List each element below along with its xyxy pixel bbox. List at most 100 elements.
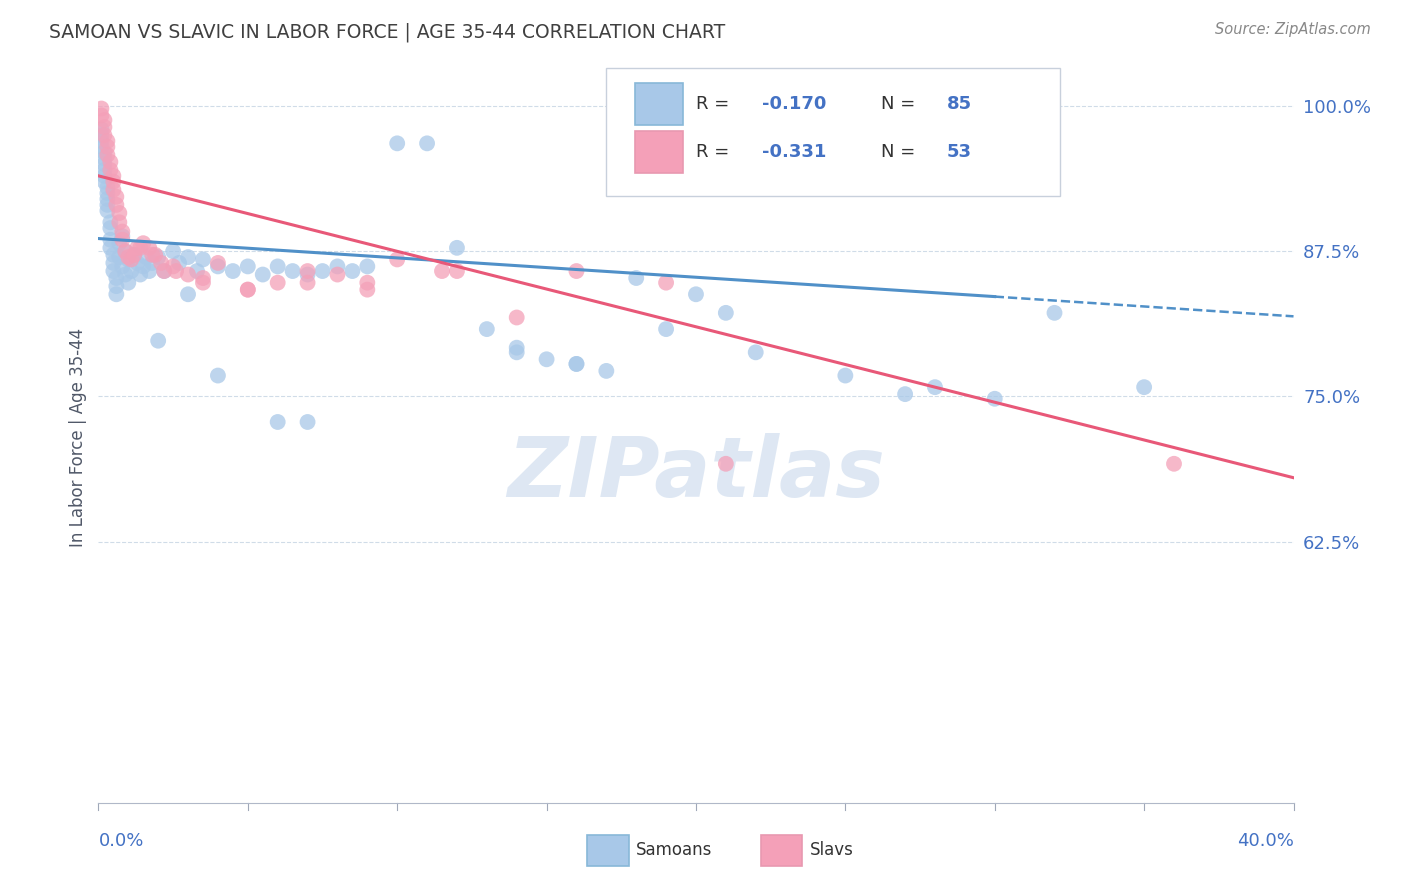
Text: -0.331: -0.331	[762, 143, 827, 161]
Point	[111, 225, 134, 239]
Point	[475, 322, 498, 336]
Point	[626, 271, 648, 285]
Point	[1163, 457, 1185, 471]
Point	[96, 134, 118, 148]
Point	[297, 264, 319, 278]
Point	[267, 276, 290, 290]
Point	[96, 192, 118, 206]
Point	[96, 148, 118, 162]
Point	[446, 264, 468, 278]
Text: N =: N =	[882, 143, 921, 161]
Point	[138, 241, 160, 255]
Point	[93, 152, 115, 166]
Point	[111, 229, 134, 244]
Point	[90, 122, 112, 136]
Point	[162, 260, 184, 274]
Point	[430, 264, 453, 278]
Point	[685, 287, 707, 301]
Point	[506, 341, 529, 355]
Point	[103, 248, 125, 262]
Point	[129, 268, 152, 282]
Point	[297, 276, 319, 290]
Point	[416, 136, 439, 151]
Point	[162, 244, 184, 259]
Point	[103, 264, 125, 278]
Point	[281, 264, 304, 278]
Point	[93, 157, 115, 171]
Point	[446, 241, 468, 255]
Text: SAMOAN VS SLAVIC IN LABOR FORCE | AGE 35-44 CORRELATION CHART: SAMOAN VS SLAVIC IN LABOR FORCE | AGE 35…	[49, 22, 725, 42]
Point	[191, 252, 214, 267]
Point	[984, 392, 1007, 406]
FancyBboxPatch shape	[636, 84, 683, 125]
Point	[356, 283, 378, 297]
Point	[117, 250, 139, 264]
Point	[506, 310, 529, 325]
Point	[506, 345, 529, 359]
Point	[655, 276, 678, 290]
FancyBboxPatch shape	[636, 131, 683, 173]
Text: -0.170: -0.170	[762, 95, 827, 113]
Text: R =: R =	[696, 95, 735, 113]
Point	[98, 155, 122, 169]
Point	[96, 140, 118, 154]
Text: 0.0%: 0.0%	[98, 832, 143, 850]
FancyBboxPatch shape	[588, 835, 628, 866]
Point	[132, 260, 155, 274]
Point	[93, 175, 115, 189]
Point	[745, 345, 768, 359]
Point	[655, 322, 678, 336]
Point	[117, 276, 139, 290]
Text: N =: N =	[882, 95, 921, 113]
Point	[148, 250, 170, 264]
Point	[714, 306, 737, 320]
Point	[108, 206, 131, 220]
Point	[90, 102, 112, 116]
Point	[236, 283, 259, 297]
Point	[108, 236, 131, 251]
Text: 40.0%: 40.0%	[1237, 832, 1294, 850]
Point	[191, 276, 214, 290]
Point	[222, 264, 245, 278]
Point	[105, 198, 128, 212]
Point	[114, 244, 136, 259]
Y-axis label: In Labor Force | Age 35-44: In Labor Force | Age 35-44	[69, 327, 87, 547]
Point	[105, 190, 128, 204]
Point	[207, 260, 229, 274]
Point	[186, 264, 208, 278]
Point	[98, 215, 122, 229]
Point	[356, 276, 378, 290]
Point	[165, 264, 187, 278]
Point	[103, 169, 125, 183]
Point	[96, 203, 118, 218]
Point	[297, 268, 319, 282]
Point	[103, 256, 125, 270]
Point	[1133, 380, 1156, 394]
Point	[236, 260, 259, 274]
Point	[90, 140, 112, 154]
Point	[93, 128, 115, 143]
Point	[207, 256, 229, 270]
Point	[135, 250, 157, 264]
Point	[924, 380, 946, 394]
Point	[98, 233, 122, 247]
Point	[311, 264, 333, 278]
Point	[105, 287, 128, 301]
Point	[96, 186, 118, 201]
Point	[177, 250, 200, 264]
Point	[714, 457, 737, 471]
Point	[236, 283, 259, 297]
Point	[117, 252, 139, 267]
Point	[894, 387, 917, 401]
Point	[153, 264, 176, 278]
Point	[120, 252, 142, 267]
Text: Source: ZipAtlas.com: Source: ZipAtlas.com	[1215, 22, 1371, 37]
Point	[114, 244, 136, 259]
Text: 53: 53	[948, 143, 972, 161]
Point	[105, 279, 128, 293]
Point	[93, 169, 115, 183]
FancyBboxPatch shape	[761, 835, 803, 866]
Point	[536, 352, 558, 367]
Point	[148, 334, 170, 348]
Point	[129, 241, 152, 255]
